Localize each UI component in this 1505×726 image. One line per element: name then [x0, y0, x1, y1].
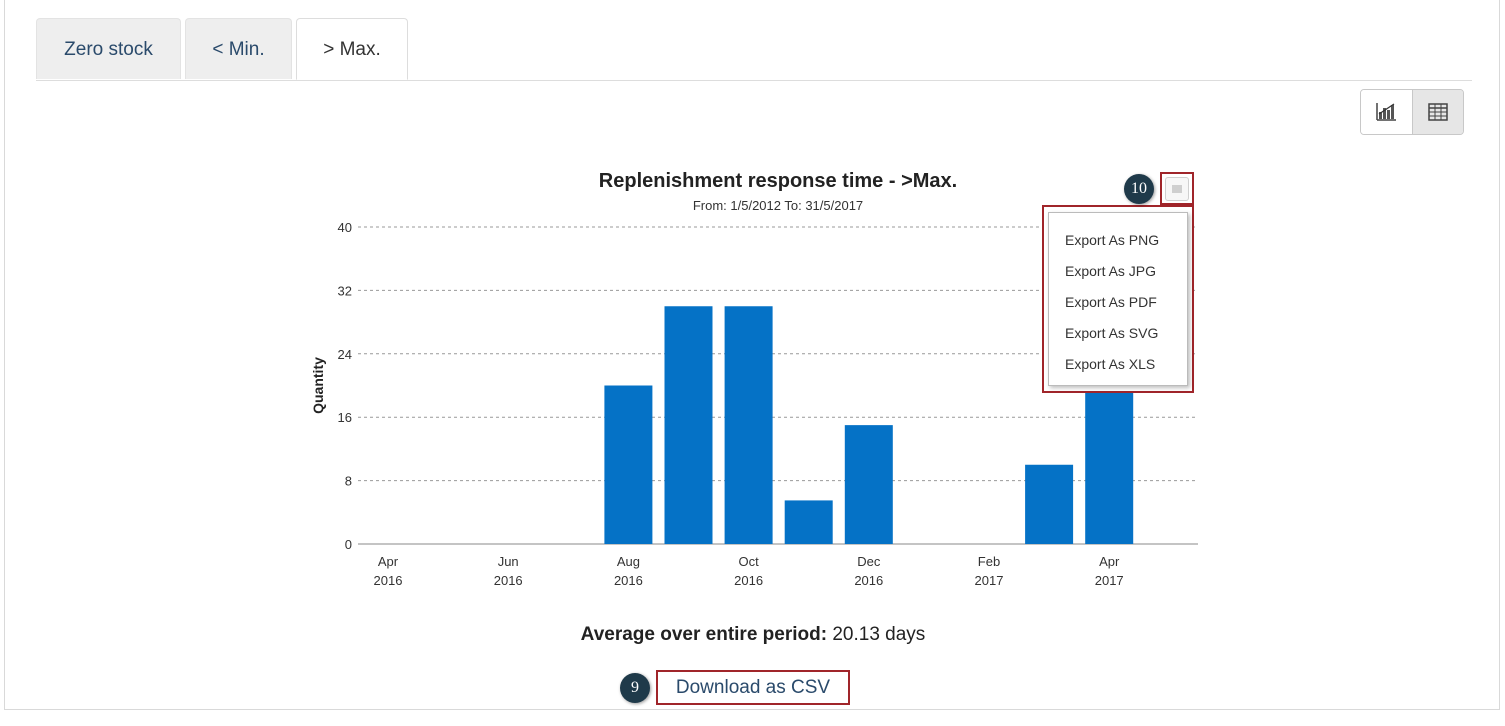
view-toggle	[1360, 89, 1464, 135]
export-jpg-item[interactable]: Export As JPG	[1065, 263, 1157, 279]
x-tick-year: 2016	[734, 573, 763, 588]
bar	[784, 500, 833, 544]
tab-above-max[interactable]: > Max.	[296, 18, 408, 80]
x-tick-month: Oct	[738, 554, 759, 569]
bar	[844, 425, 893, 544]
export-pdf-item[interactable]: Export As PDF	[1065, 294, 1157, 310]
y-tick-label: 16	[338, 410, 352, 425]
export-menu-list: Export As PNG Export As JPG Export As PD…	[1048, 212, 1188, 386]
tab-bar: Zero stock < Min. > Max.	[36, 18, 1472, 81]
y-tick-label: 0	[345, 537, 352, 552]
bar	[604, 385, 653, 544]
chart-menu-icon	[1165, 176, 1189, 201]
chart-view-button[interactable]	[1361, 90, 1412, 134]
x-tick-year: 2016	[614, 573, 643, 588]
x-tick-month: Dec	[857, 554, 881, 569]
tab-below-min[interactable]: < Min.	[185, 18, 292, 79]
bar-chart-icon	[1376, 103, 1397, 121]
y-tick-label: 8	[345, 474, 352, 489]
x-tick-year: 2016	[494, 573, 523, 588]
chart-menu-button[interactable]	[1160, 172, 1194, 205]
bar	[1085, 385, 1134, 544]
average-label: Average over entire period:	[580, 624, 828, 645]
table-grid-icon	[1428, 103, 1448, 121]
export-svg-item[interactable]: Export As SVG	[1065, 325, 1159, 341]
export-menu: Export As PNG Export As JPG Export As PD…	[1042, 205, 1194, 393]
x-tick-year: 2016	[854, 573, 883, 588]
x-tick-month: Apr	[1099, 554, 1120, 569]
x-tick-year: 2017	[975, 573, 1004, 588]
y-tick-label: 24	[338, 347, 352, 362]
table-view-button[interactable]	[1411, 90, 1463, 134]
tab-zero-stock[interactable]: Zero stock	[36, 18, 181, 79]
chart-title: Replenishment response time - >Max.	[598, 170, 958, 192]
bar	[664, 306, 713, 544]
download-csv-link[interactable]: Download as CSV	[656, 670, 850, 705]
panel-frame	[4, 0, 1500, 710]
chart-subtitle: From: 1/5/2012 To: 31/5/2017	[692, 198, 864, 213]
average-summary: Average over entire period: 20.13 days	[378, 624, 1128, 646]
average-value: 20.13 days	[832, 624, 926, 645]
x-tick-year: 2017	[1095, 573, 1124, 588]
bar	[724, 306, 773, 544]
y-axis-label: Quantity	[310, 357, 326, 414]
callout-badge-export: 10	[1124, 174, 1154, 204]
callout-badge-download: 9	[620, 673, 650, 703]
x-tick-month: Feb	[978, 554, 1000, 569]
export-png-item[interactable]: Export As PNG	[1065, 232, 1160, 248]
x-tick-month: Apr	[378, 554, 399, 569]
x-tick-month: Aug	[617, 554, 640, 569]
x-tick-year: 2016	[374, 573, 403, 588]
x-tick-month: Jun	[498, 554, 519, 569]
bar	[1025, 464, 1074, 544]
y-tick-label: 32	[338, 283, 352, 298]
y-tick-label: 40	[338, 220, 352, 235]
export-xls-item[interactable]: Export As XLS	[1065, 356, 1156, 372]
